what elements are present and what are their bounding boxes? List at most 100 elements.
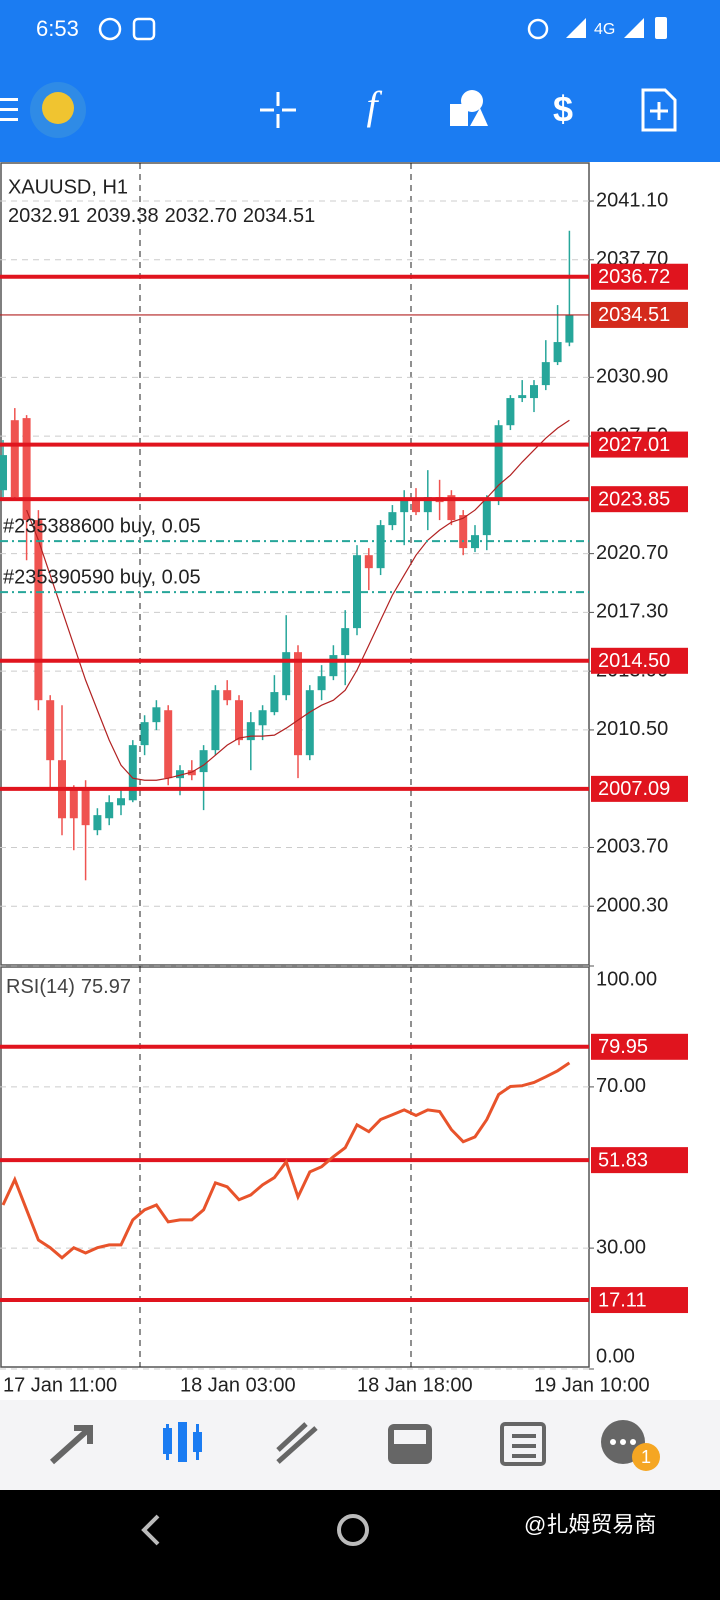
ohlc-value: 2032.91 <box>8 205 80 227</box>
candle-body <box>388 512 397 526</box>
level-label: 17.11 <box>598 1289 647 1311</box>
candle-body <box>294 652 302 756</box>
y-tick-label: 2017.30 <box>596 601 668 623</box>
trade-icon[interactable]: $ <box>553 89 573 130</box>
app-icon <box>132 17 156 41</box>
y-tick-label: 100.00 <box>596 968 657 990</box>
notification-badge: 1 <box>641 1447 651 1467</box>
candle-body <box>69 790 78 819</box>
candle-body <box>518 395 527 399</box>
candle-body <box>541 362 550 386</box>
moving-average <box>26 419 570 781</box>
level-label: 79.95 <box>598 1036 648 1058</box>
candle-body <box>459 515 468 549</box>
y-tick-label: 2041.10 <box>596 189 668 211</box>
nav-trade[interactable] <box>276 1422 318 1464</box>
y-tick-label: 2030.90 <box>596 366 668 388</box>
candle-body <box>176 770 184 779</box>
nav-quotes[interactable] <box>49 1425 93 1465</box>
crosshair-icon[interactable] <box>260 92 296 128</box>
alarm-icon <box>527 18 549 40</box>
y-tick-label: 2003.70 <box>596 836 668 858</box>
plot-layer: 2041.102037.702030.902027.502020.702017.… <box>0 176 688 1396</box>
candle-body <box>0 455 7 491</box>
candle-body <box>117 798 125 806</box>
x-tick-label: 17 Jan 11:00 <box>3 1374 117 1396</box>
candle-body <box>22 418 31 521</box>
level-label-bg <box>591 775 688 802</box>
ohlc-value: 2034.51 <box>243 205 315 227</box>
rsi-panel-frame <box>0 966 590 1368</box>
candle-body <box>530 385 538 399</box>
candle-body <box>341 628 350 656</box>
nav-chart[interactable] <box>163 1422 202 1462</box>
candle-body <box>282 652 291 696</box>
candle-body <box>494 425 503 501</box>
candle-body <box>353 555 361 629</box>
candle-body <box>128 745 137 801</box>
candle-body <box>305 690 314 756</box>
candle-body <box>270 692 279 713</box>
menu-icon[interactable] <box>0 98 18 121</box>
x-tick-label: 18 Jan 18:00 <box>357 1374 473 1396</box>
candle-body <box>423 497 432 513</box>
back-button[interactable] <box>141 1514 160 1546</box>
objects-icon[interactable] <box>450 90 488 126</box>
candle-body <box>164 710 173 779</box>
candle-body <box>553 342 562 363</box>
ohlc-value: 2039.38 <box>86 205 158 227</box>
level-label-bg <box>591 1033 688 1060</box>
candle-body <box>235 700 243 741</box>
level-label: 2036.72 <box>598 266 670 288</box>
order-label: #235388600 buy, 0.05 <box>3 515 201 537</box>
indicator-title: RSI(14) 75.97 <box>6 976 131 998</box>
candle-body <box>34 520 43 701</box>
candle-body <box>46 700 55 761</box>
candle-body <box>447 495 456 521</box>
level-label-bg <box>591 1147 688 1174</box>
bottom-nav <box>0 1400 720 1490</box>
candle-body <box>246 722 255 741</box>
level-label: 2023.85 <box>598 488 670 510</box>
x-tick-label: 19 Jan 10:00 <box>534 1374 650 1396</box>
price-panel-frame <box>0 162 590 966</box>
level-label-bg <box>591 431 688 458</box>
x-tick-label: 18 Jan 03:00 <box>180 1374 296 1396</box>
signal-icon <box>566 18 586 38</box>
y-tick-label: 70.00 <box>596 1075 646 1097</box>
candle-body <box>565 314 574 343</box>
app-logo-inner <box>42 92 74 124</box>
level-label-bg <box>591 486 688 513</box>
status-time: 6:53 <box>36 16 79 41</box>
y-tick-label: 2020.70 <box>596 542 668 564</box>
watermark: @扎姆贸易商 <box>524 1512 656 1537</box>
level-label-bg <box>591 263 688 290</box>
indicator-value: 75.97 <box>81 976 131 998</box>
nav-news[interactable] <box>500 1422 546 1466</box>
candle-body <box>258 710 267 726</box>
nav-history[interactable] <box>388 1424 432 1464</box>
candle-body <box>364 555 373 569</box>
whatsapp-icon <box>98 17 122 41</box>
level-label: 2027.01 <box>598 434 670 456</box>
level-label: 51.83 <box>598 1149 648 1171</box>
home-button[interactable] <box>337 1514 369 1546</box>
y-tick-label: 2010.50 <box>596 718 668 740</box>
candle-body <box>317 676 326 691</box>
battery-icon <box>655 17 667 39</box>
ohlc-header: 2032.91 2039.38 2032.70 2034.51 <box>8 205 315 227</box>
price-label: 2034.51 <box>598 304 670 326</box>
y-tick-label: 30.00 <box>596 1236 646 1258</box>
candle-body <box>412 500 420 513</box>
candle-body <box>400 500 409 513</box>
nav-messages[interactable] <box>601 1420 660 1471</box>
new-order-icon[interactable] <box>641 88 677 132</box>
y-tick-label: 0.00 <box>596 1345 635 1367</box>
candle-body <box>199 750 208 773</box>
candle-body <box>482 500 491 536</box>
candle-body <box>105 802 114 819</box>
rsi-line <box>1 1061 571 1260</box>
y-tick-label: 2000.30 <box>596 895 668 917</box>
